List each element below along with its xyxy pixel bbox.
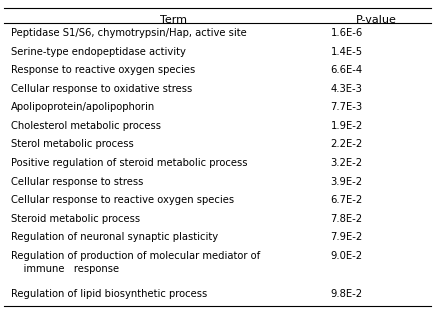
Text: 4.3E-3: 4.3E-3 [330,84,362,94]
Text: Apolipoprotein/apolipophorin: Apolipoprotein/apolipophorin [11,102,155,112]
Text: Regulation of lipid biosynthetic process: Regulation of lipid biosynthetic process [11,289,207,299]
Text: Response to reactive oxygen species: Response to reactive oxygen species [11,65,195,75]
Text: 7.9E-2: 7.9E-2 [330,232,362,242]
Text: Cholesterol metabolic process: Cholesterol metabolic process [11,121,161,131]
Text: Cellular response to stress: Cellular response to stress [11,177,143,187]
Text: 3.2E-2: 3.2E-2 [330,158,362,168]
Text: Sterol metabolic process: Sterol metabolic process [11,139,133,149]
Text: Cellular response to reactive oxygen species: Cellular response to reactive oxygen spe… [11,195,233,205]
Text: P-value: P-value [355,15,396,25]
Text: Positive regulation of steroid metabolic process: Positive regulation of steroid metabolic… [11,158,247,168]
Text: Term: Term [160,15,187,25]
Text: 6.6E-4: 6.6E-4 [330,65,362,75]
Text: 1.6E-6: 1.6E-6 [330,28,362,38]
Text: Serine-type endopeptidase activity: Serine-type endopeptidase activity [11,47,185,57]
Text: 2.2E-2: 2.2E-2 [330,139,362,149]
Text: 6.7E-2: 6.7E-2 [330,195,362,205]
Text: Regulation of neuronal synaptic plasticity: Regulation of neuronal synaptic plastici… [11,232,217,242]
Text: Peptidase S1/S6, chymotrypsin/Hap, active site: Peptidase S1/S6, chymotrypsin/Hap, activ… [11,28,246,38]
Text: 9.0E-2: 9.0E-2 [330,251,362,261]
Text: 1.9E-2: 1.9E-2 [330,121,362,131]
Text: Steroid metabolic process: Steroid metabolic process [11,214,140,224]
Text: Regulation of production of molecular mediator of
    immune   response: Regulation of production of molecular me… [11,251,260,274]
Text: 3.9E-2: 3.9E-2 [330,177,362,187]
Text: 7.7E-3: 7.7E-3 [330,102,362,112]
Text: 9.8E-2: 9.8E-2 [330,289,362,299]
Text: 1.4E-5: 1.4E-5 [330,47,362,57]
Text: 7.8E-2: 7.8E-2 [330,214,362,224]
Text: Cellular response to oxidative stress: Cellular response to oxidative stress [11,84,192,94]
